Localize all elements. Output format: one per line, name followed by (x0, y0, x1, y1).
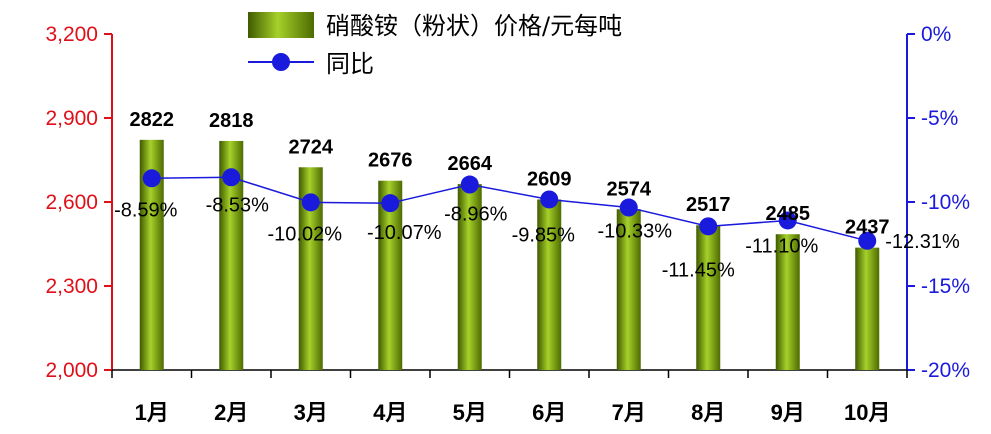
x-axis-labels: 1月 2月 3月 4月 5月 6月 7月 8月 9月 10月 (135, 400, 891, 425)
left-tick-label: 2,900 (45, 107, 98, 130)
bar-value-label: 2609 (527, 168, 572, 190)
line-marker (540, 190, 559, 209)
legend-line-label: 同比 (326, 50, 374, 78)
right-tick-label: -20% (921, 359, 970, 382)
line-value-label: -8.96% (444, 204, 508, 226)
bar (537, 199, 562, 370)
bar-value-labels: 2822 2818 2724 2676 2664 2609 2574 2517 2485 2437 (130, 109, 890, 239)
bar (378, 180, 403, 370)
line-value-label: -10.02% (268, 223, 343, 245)
bar-value-label: 2822 (130, 109, 175, 131)
left-tick-label: 2,300 (45, 275, 98, 298)
bar (775, 234, 800, 370)
category-label: 10月 (844, 400, 890, 425)
bar (855, 247, 880, 370)
line-marker (142, 169, 161, 188)
category-label: 5月 (453, 400, 487, 425)
bar-value-label: 2517 (686, 194, 731, 216)
category-label: 4月 (373, 400, 407, 425)
line-marker (778, 211, 797, 230)
legend-bar-label: 硝酸铵（粉状）价格/元每吨 (326, 12, 622, 40)
legend-line-marker (272, 53, 290, 71)
bar (457, 184, 482, 370)
right-tick-label: -5% (921, 107, 958, 130)
bar-value-label: 2574 (607, 178, 652, 200)
category-label: 9月 (771, 400, 805, 425)
line-value-label: -9.85% (512, 224, 576, 246)
right-tick-label: 0% (921, 23, 951, 46)
bar-value-label: 2664 (448, 153, 493, 175)
bar-value-label: 2437 (845, 217, 890, 239)
right-tick-label: -10% (921, 191, 970, 214)
line-marker (381, 194, 400, 213)
right-tick-label: -15% (921, 275, 970, 298)
bar-value-label: 2724 (289, 136, 334, 158)
category-label: 8月 (691, 400, 725, 425)
legend-bar-swatch (248, 12, 314, 38)
line-series (142, 168, 877, 250)
category-label: 6月 (532, 400, 566, 425)
line-value-label: -11.10% (745, 235, 818, 257)
line-value-label: -12.31% (885, 231, 960, 253)
category-label: 2月 (214, 400, 248, 425)
category-label: 3月 (294, 400, 328, 425)
bar (616, 209, 641, 370)
line-marker (301, 193, 320, 212)
line-value-labels: -8.59% -8.53% -10.02% -10.07%-8.96%-9.85% -1… (114, 194, 960, 281)
line-value-label: -8.59% (114, 199, 178, 221)
line-marker (222, 168, 241, 187)
bar-series (139, 139, 880, 370)
category-label: 1月 (135, 400, 169, 425)
line-value-label: -11.45% (662, 259, 735, 281)
bar-value-label: 2676 (368, 150, 413, 172)
left-tick-label: 2,600 (45, 191, 98, 214)
legend: 硝酸铵（粉状）价格/元每吨 同比 (248, 12, 622, 78)
category-label: 7月 (612, 400, 646, 425)
right-axis-ticks: -20% -15% -10% -5% 0% (907, 23, 970, 382)
x-axis-ticks (111, 370, 908, 378)
line-marker (460, 175, 479, 194)
line-value-label: -8.53% (206, 194, 270, 216)
line-marker (699, 217, 718, 236)
bar (696, 225, 721, 370)
bar-value-label: 2818 (209, 110, 254, 132)
line-value-label: -10.33% (598, 221, 673, 243)
line-value-label: -10.07% (367, 222, 442, 244)
line-marker (858, 231, 877, 250)
left-tick-label: 3,200 (45, 23, 98, 46)
bar-value-label: 2485 (766, 203, 811, 225)
line-marker (619, 198, 638, 217)
series-line (151, 176, 868, 242)
left-axis-ticks: 2,000 2,300 2,600 2,900 3,200 (45, 23, 112, 382)
left-tick-label: 2,000 (45, 359, 98, 382)
